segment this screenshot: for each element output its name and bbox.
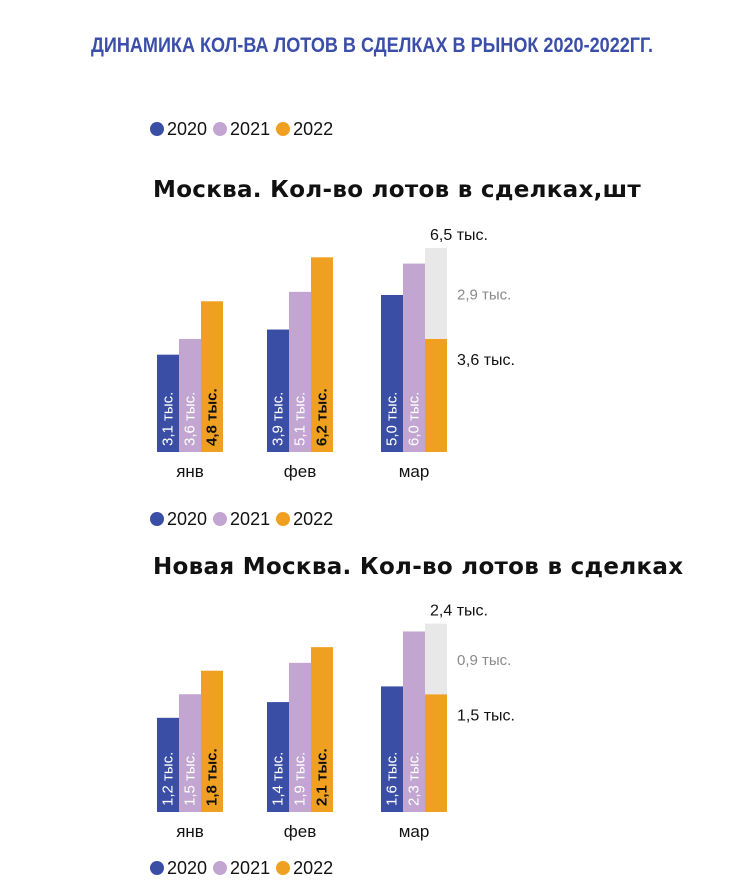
legend-item-2020: 2020 (150, 119, 207, 140)
data-label-moscow-фев-2021: 5,1 тыс. (292, 392, 309, 446)
legend-item-2020: 2020 (150, 858, 207, 879)
legend-dot-icon (213, 861, 228, 875)
legend-dot-icon (276, 512, 291, 526)
bar-new-moscow-янв-2021 (179, 694, 201, 812)
category-label-moscow: мар (399, 462, 430, 481)
data-label-new-moscow-фев-2020: 1,4 тыс. (270, 752, 287, 806)
legend-dot-icon (276, 122, 291, 136)
data-label-moscow-мар-2021: 6,0 тыс. (406, 392, 423, 446)
legend-dot-icon (213, 512, 228, 526)
data-label-new-moscow-фев-2021: 1,9 тыс. (292, 752, 309, 806)
data-label-new-moscow-янв-2021: 1,5 тыс. (182, 752, 199, 806)
bar-moscow-фев-2020 (267, 329, 289, 452)
base-label-moscow: 3,6 тыс. (457, 352, 515, 369)
bar-new-moscow-фев-2020 (267, 702, 289, 812)
legend-dot-icon (213, 122, 228, 136)
legend-label: 2021 (230, 118, 271, 139)
chart-title-moscow: Москва. Кол-во лотов в сделках,шт (153, 177, 642, 203)
page-title: ДИНАМИКА КОЛ-ВА ЛОТОВ В СДЕЛКАХ В РЫНОК … (90, 34, 654, 57)
bar-new-moscow-мар-2020 (381, 686, 403, 812)
bar-extension-moscow (425, 247, 447, 339)
legend-middle: 2020 2021 2022 (150, 507, 339, 531)
bar-extension-new-moscow (425, 623, 447, 695)
total-label-moscow: 6,5 тыс. (430, 227, 488, 244)
category-label-moscow: фев (284, 462, 316, 481)
legend-label: 2022 (293, 118, 334, 139)
category-label-moscow: янв (176, 462, 204, 481)
legend-item-2022: 2022 (276, 119, 333, 140)
legend-label: 2020 (167, 118, 208, 139)
chart-moscow: 3,1 тыс. 3,6 тыс. 4,8 тыс.янв 3,9 тыс. 5,1 т… (157, 227, 515, 481)
legend-item-2021: 2021 (213, 858, 270, 879)
legend-dot-icon (276, 861, 291, 875)
legend-item-2020: 2020 (150, 509, 207, 530)
data-label-moscow-янв-2021: 3,6 тыс. (182, 392, 199, 446)
extension-label-new-moscow: 0,9 тыс. (457, 652, 511, 669)
bar-new-moscow-фев-2022 (311, 647, 333, 812)
bar-new-moscow-мар-2021 (403, 631, 425, 812)
legend-dot-icon (150, 861, 164, 875)
data-label-new-moscow-янв-2022: 1,8 тыс. (204, 748, 221, 806)
category-label-new-moscow: янв (176, 822, 204, 841)
legend-label: 2021 (230, 857, 271, 878)
bar-new-moscow-янв-2020 (157, 717, 179, 812)
data-label-new-moscow-мар-2021: 2,3 тыс. (406, 752, 423, 806)
data-label-new-moscow-фев-2022: 2,1 тыс. (314, 748, 331, 806)
bar-moscow-мар-2021 (403, 263, 425, 452)
bar-moscow-мар-2022 (425, 338, 447, 452)
bar-moscow-янв-2022 (201, 301, 223, 452)
legend-label: 2020 (167, 857, 208, 878)
bar-moscow-янв-2021 (179, 338, 201, 452)
legend-item-2021: 2021 (213, 119, 270, 140)
bar-moscow-фев-2022 (311, 257, 333, 452)
data-label-moscow-мар-2020: 5,0 тыс. (384, 392, 401, 446)
bar-new-moscow-янв-2022 (201, 670, 223, 812)
bar-moscow-янв-2020 (157, 354, 179, 452)
category-label-new-moscow: мар (399, 822, 430, 841)
base-label-new-moscow: 1,5 тыс. (457, 707, 515, 724)
bar-moscow-мар-2020 (381, 295, 403, 452)
total-label-new-moscow: 2,4 тыс. (430, 603, 488, 620)
legend-item-2022: 2022 (276, 509, 333, 530)
extension-label-moscow: 2,9 тыс. (457, 286, 511, 303)
chart-title-new-moscow: Новая Москва. Кол-во лотов в сделках (153, 554, 684, 580)
legend-bottom: 2020 2021 2022 (150, 856, 339, 880)
legend-item-2021: 2021 (213, 509, 270, 530)
bar-new-moscow-мар-2022 (425, 694, 447, 812)
legend-label: 2020 (167, 508, 208, 529)
chart-new-moscow: 1,2 тыс. 1,5 тыс. 1,8 тыс.янв 1,4 тыс. 1,9 т… (157, 603, 515, 841)
bar-moscow-фев-2021 (289, 291, 311, 452)
data-label-moscow-янв-2022: 4,8 тыс. (204, 388, 221, 446)
legend-label: 2022 (293, 857, 334, 878)
data-label-new-moscow-янв-2020: 1,2 тыс. (160, 752, 177, 806)
legend-top: 2020 2021 2022 (150, 117, 339, 141)
category-label-new-moscow: фев (284, 822, 316, 841)
data-label-moscow-янв-2020: 3,1 тыс. (160, 392, 177, 446)
legend-label: 2022 (293, 508, 334, 529)
legend-item-2022: 2022 (276, 858, 333, 879)
bar-new-moscow-фев-2021 (289, 662, 311, 812)
data-label-moscow-фев-2020: 3,9 тыс. (270, 392, 287, 446)
legend-label: 2021 (230, 508, 271, 529)
data-label-moscow-фев-2022: 6,2 тыс. (314, 388, 331, 446)
legend-dot-icon (150, 122, 164, 136)
legend-dot-icon (150, 512, 164, 526)
data-label-new-moscow-мар-2020: 1,6 тыс. (384, 752, 401, 806)
